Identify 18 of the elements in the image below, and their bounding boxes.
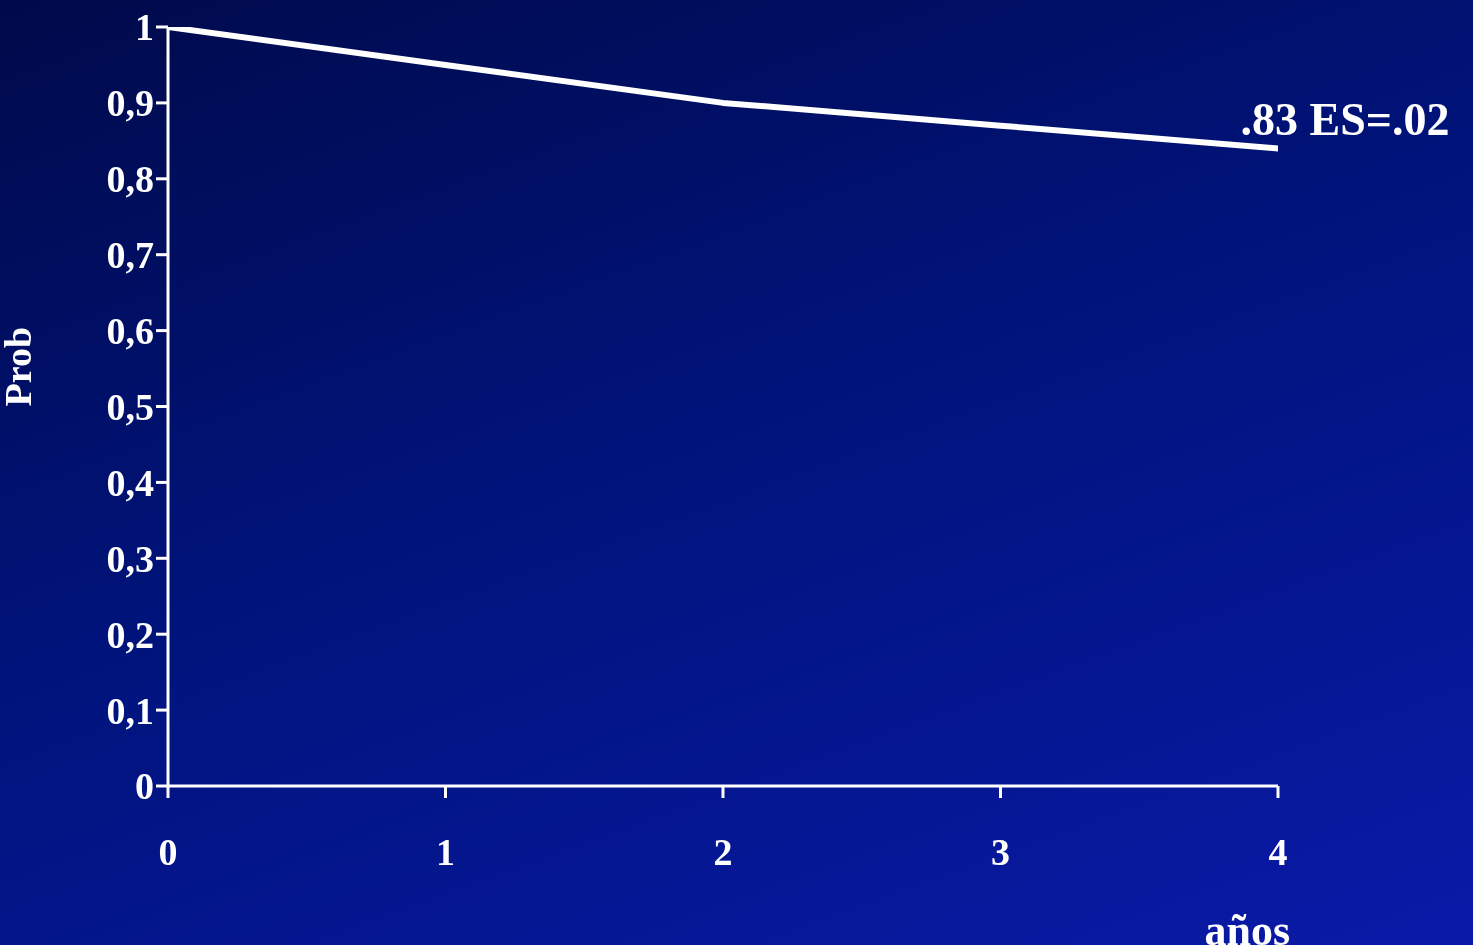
y-tick-label: 0,2 — [106, 613, 154, 656]
x-tick-label: 3 — [991, 830, 1010, 873]
y-tick-label: 0,8 — [106, 158, 154, 201]
y-tick-label: 0,1 — [106, 689, 154, 732]
x-tick-label: 1 — [436, 830, 455, 873]
y-tick-label: 0,9 — [106, 82, 154, 125]
y-tick-label: 0,4 — [106, 461, 154, 504]
x-axis-title: años — [1204, 906, 1290, 945]
y-axis-title: Prob — [0, 326, 40, 407]
annotation: .83 ES=.02 — [1240, 94, 1450, 146]
y-tick-label: 1 — [135, 6, 154, 49]
y-tick-label: 0,7 — [106, 234, 154, 277]
x-tick-label: 4 — [1268, 830, 1288, 873]
y-tick-label: 0 — [135, 765, 154, 808]
y-tick-label: 0,3 — [106, 537, 154, 580]
y-tick-label: 0,6 — [106, 310, 154, 353]
x-tick-label: 2 — [713, 830, 733, 873]
y-tick-label: 0,5 — [106, 385, 154, 428]
